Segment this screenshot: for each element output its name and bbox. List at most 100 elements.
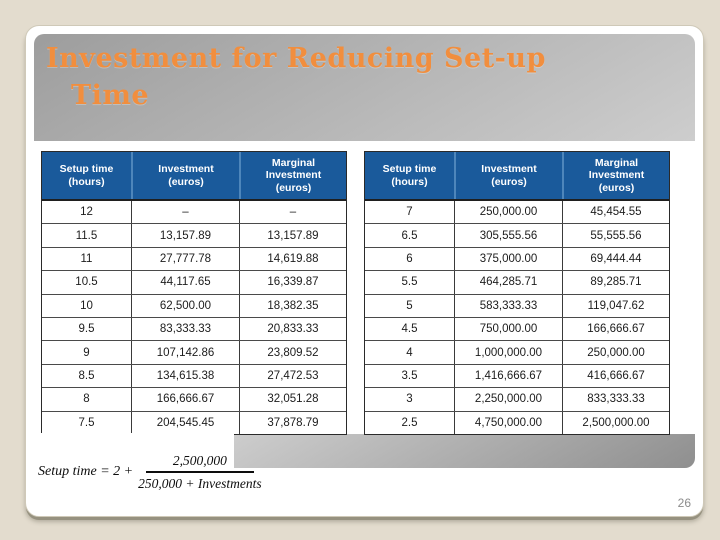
table-cell: 13,157.89 — [239, 224, 346, 247]
table-cell: 119,047.62 — [562, 294, 669, 318]
table-cell: 375,000.00 — [454, 247, 562, 271]
table-cell: 12 — [80, 206, 93, 219]
table-header-cell: Marginal Investment (euros) — [239, 152, 346, 199]
table-header: Setup time (hours) Investment (euros) Margin… — [42, 152, 346, 201]
table-row: 11 27,777.78 14,619.88 — [42, 246, 346, 271]
table-cell: 1,000,000.00 — [454, 341, 562, 364]
setup-time-formula: Setup time = 2 + 2,500,000 250,000 + Inv… — [29, 433, 262, 511]
table-row: 10.5 44,117.65 16,339.87 — [42, 270, 346, 294]
table-cell: 4,750,000.00 — [454, 411, 562, 435]
page-title-line2: Time — [71, 80, 150, 111]
table-cell: 107,142.86 — [131, 341, 239, 364]
table-cell: 204,545.45 — [131, 411, 239, 435]
table-row: 4 1,000,000.00 250,000.00 — [365, 340, 669, 364]
table-cell: 250,000.00 — [562, 341, 669, 364]
table-cell: 7 — [406, 206, 413, 219]
table-cell: 10.5 — [75, 276, 98, 289]
table-row: 2.5 4,750,000.00 2,500,000.00 — [365, 410, 669, 435]
table-row: 4.5 750,000.00 166,666.67 — [365, 317, 669, 341]
table-cell: 134,615.38 — [131, 364, 239, 388]
page-title-line1: Investment for Reducing Set-up — [46, 43, 546, 74]
table-cell: 27,472.53 — [239, 364, 346, 388]
table-cell: 37,878.79 — [239, 411, 346, 435]
table-row: 5.5 464,285.71 89,285.71 — [365, 270, 669, 294]
table-cell: 583,333.33 — [454, 294, 562, 318]
table-cell: 83,333.33 — [131, 318, 239, 341]
table-cell: 166,666.67 — [562, 318, 669, 341]
table-cell: 32,051.28 — [239, 388, 346, 411]
table-row: 6.5 305,555.56 55,555.56 — [365, 223, 669, 247]
table-row: 6 375,000.00 69,444.44 — [365, 246, 669, 271]
table-cell: 89,285.71 — [562, 271, 669, 294]
table-cell: 9 — [83, 346, 90, 359]
table-cell: 305,555.56 — [454, 224, 562, 247]
table-cell: – — [131, 201, 239, 224]
table-header-cell: Investment (euros) — [131, 152, 239, 199]
table-cell: 250,000.00 — [454, 201, 562, 224]
table-cell: 9.5 — [78, 323, 95, 336]
table-cell: 7.5 — [78, 416, 95, 429]
table-cell: 2,250,000.00 — [454, 388, 562, 411]
table-cell: 11 — [80, 253, 93, 266]
table-row: 7 250,000.00 45,454.55 — [365, 201, 669, 224]
table-row: 8.5 134,615.38 27,472.53 — [42, 363, 346, 388]
table-cell: 416,666.67 — [562, 364, 669, 388]
table-row: 9.5 83,333.33 20,833.33 — [42, 317, 346, 341]
table-cell: 11.5 — [75, 229, 98, 242]
table-cell: 166,666.67 — [131, 388, 239, 411]
table-cell: 4.5 — [401, 323, 418, 336]
table-cell: – — [239, 201, 346, 224]
table-cell: 45,454.55 — [562, 201, 669, 224]
formula-prefix: Setup time = 2 + — [38, 464, 134, 479]
table-header-cell: Setup time (hours) — [59, 163, 114, 188]
table-cell: 5.5 — [401, 276, 418, 289]
table-row: 5 583,333.33 119,047.62 — [365, 293, 669, 318]
table-cell: 833,333.33 — [562, 388, 669, 411]
fraction-bar — [145, 470, 254, 473]
table-cell: 23,809.52 — [239, 341, 346, 364]
table-cell: 4 — [406, 346, 413, 359]
table-cell: 69,444.44 — [562, 247, 669, 271]
table-row: 3 2,250,000.00 833,333.33 — [365, 387, 669, 411]
setup-table-right: Setup time (hours) Investment (euros) Margin… — [364, 151, 670, 435]
page-number: 26 — [677, 496, 691, 510]
table-cell: 464,285.71 — [454, 271, 562, 294]
table-header-cell: Investment (euros) — [454, 152, 562, 199]
table-body: 12 – – 11.5 13,157.89 13,157.89 11 27,777.78 14,… — [42, 201, 346, 435]
table-row: 12 – – — [42, 201, 346, 224]
table-cell: 3 — [406, 393, 413, 406]
table-cell: 1,416,666.67 — [454, 364, 562, 388]
table-cell: 3.5 — [401, 370, 418, 383]
page-title: Investment for Reducing Set-up Time — [46, 40, 676, 114]
fraction-numerator: 2,500,000 — [172, 452, 227, 468]
table-cell: 6 — [406, 253, 413, 266]
slide: Investment for Reducing Set-up Time Setu… — [25, 25, 704, 517]
table-cell: 6.5 — [401, 229, 418, 242]
table-header-cell: Setup time (hours) — [382, 163, 437, 188]
table-cell: 8.5 — [78, 370, 95, 383]
table-row: 9 107,142.86 23,809.52 — [42, 340, 346, 364]
table-cell: 2.5 — [401, 416, 418, 429]
setup-table-left: Setup time (hours) Investment (euros) Margin… — [41, 151, 347, 435]
table-header: Setup time (hours) Investment (euros) Margin… — [365, 152, 669, 201]
table-row: 8 166,666.67 32,051.28 — [42, 387, 346, 411]
table-cell: 2,500,000.00 — [562, 411, 669, 435]
table-cell: 13,157.89 — [131, 224, 239, 247]
table-row: 10 62,500.00 18,382.35 — [42, 293, 346, 318]
table-header-cell: Marginal Investment (euros) — [562, 152, 669, 199]
table-cell: 10 — [80, 299, 93, 312]
table-cell: 44,117.65 — [131, 271, 239, 294]
table-cell: 750,000.00 — [454, 318, 562, 341]
table-cell: 8 — [83, 393, 90, 406]
table-row: 7.5 204,545.45 37,878.79 — [42, 410, 346, 435]
table-cell: 27,777.78 — [131, 247, 239, 271]
table-row: 3.5 1,416,666.67 416,666.67 — [365, 363, 669, 388]
table-cell: 62,500.00 — [131, 294, 239, 318]
table-cell: 18,382.35 — [239, 294, 346, 318]
table-cell: 14,619.88 — [239, 247, 346, 271]
table-cell: 55,555.56 — [562, 224, 669, 247]
table-row: 11.5 13,157.89 13,157.89 — [42, 223, 346, 247]
table-cell: 5 — [406, 299, 413, 312]
table-body: 7 250,000.00 45,454.55 6.5 305,555.56 55,555.… — [365, 201, 669, 435]
